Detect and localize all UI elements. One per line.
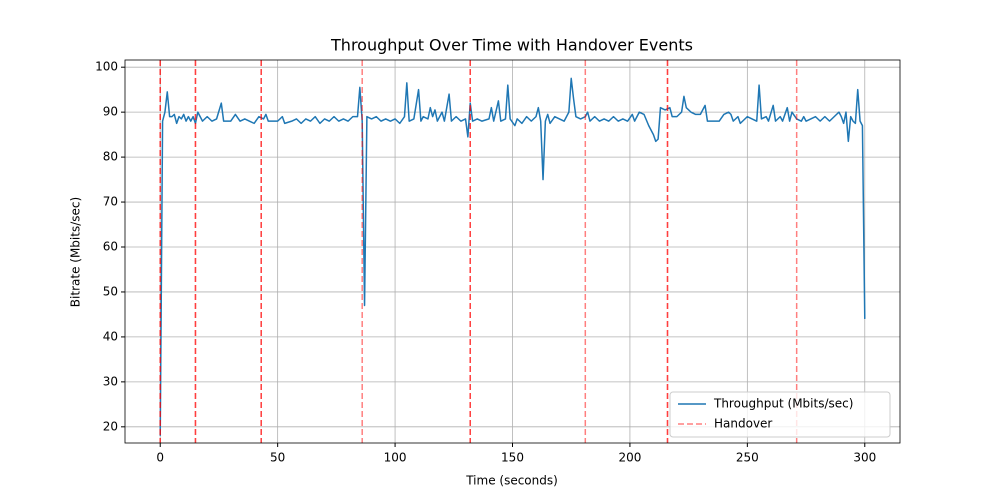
x-tick-label: 50 (270, 451, 285, 465)
y-tick-label: 50 (103, 284, 118, 298)
x-tick-label: 100 (384, 451, 407, 465)
y-tick-label: 70 (103, 195, 118, 209)
x-axis-label: Time (seconds) (465, 474, 558, 488)
legend-label: Handover (714, 417, 772, 431)
y-axis-label: Bitrate (Mbits/sec) (69, 197, 83, 307)
y-tick-label: 40 (103, 329, 118, 343)
x-tick-label: 250 (736, 451, 759, 465)
y-tick-label: 60 (103, 240, 118, 254)
y-tick-label: 30 (103, 374, 118, 388)
y-tick-label: 80 (103, 150, 118, 164)
y-tick-label: 100 (95, 60, 118, 74)
throughput-line (159, 77, 866, 436)
legend-label: Throughput (Mbits/sec) (713, 397, 853, 411)
x-tick-label: 150 (501, 451, 524, 465)
y-tick-label: 90 (103, 105, 118, 119)
legend-box (669, 391, 891, 438)
x-tick-label: 300 (853, 451, 876, 465)
y-tick-label: 20 (103, 419, 118, 433)
x-tick-label: 200 (618, 451, 641, 465)
chart-title: Throughput Over Time with Handover Event… (330, 36, 693, 55)
plot-frame (124, 59, 901, 444)
x-tick-label: 0 (156, 451, 164, 465)
